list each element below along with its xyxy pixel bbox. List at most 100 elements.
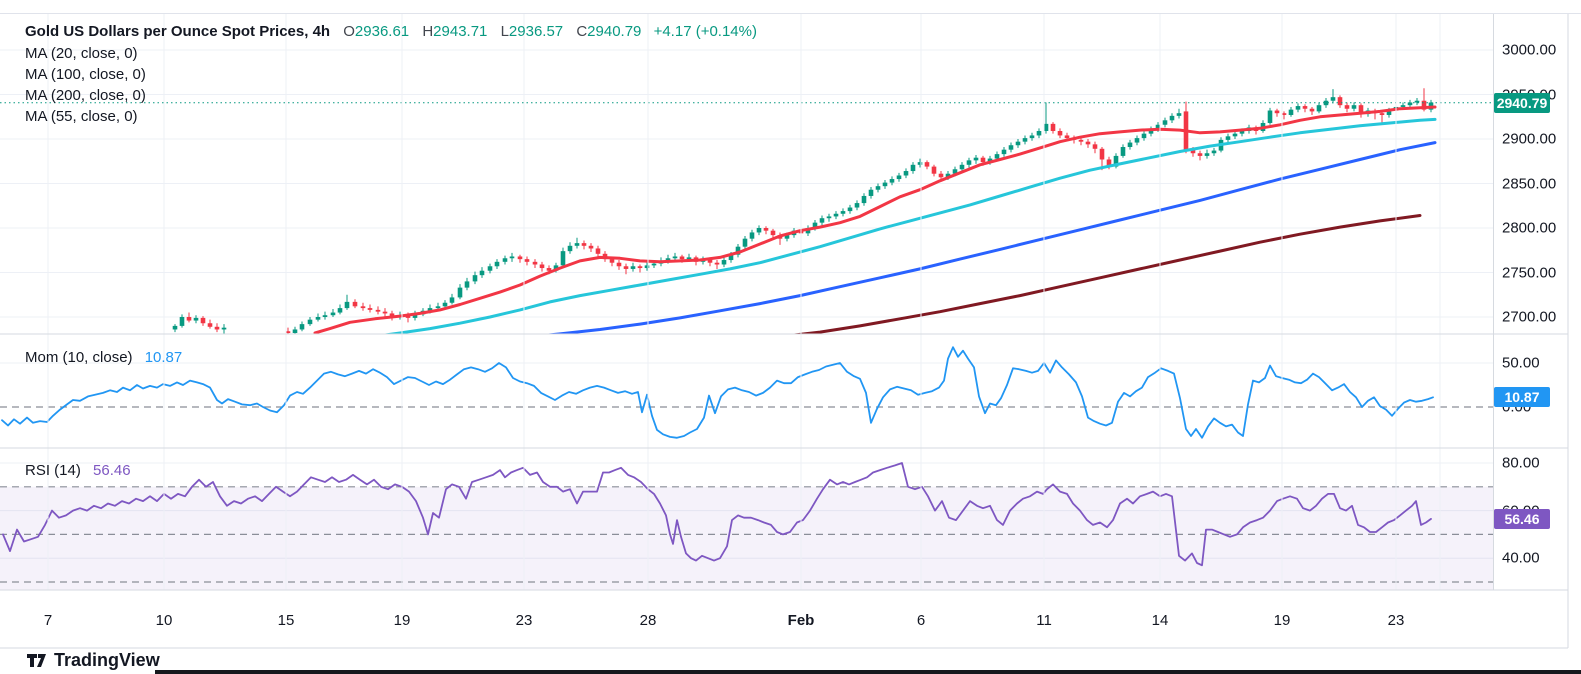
candle — [546, 268, 552, 271]
time-axis-label: 23 — [515, 612, 533, 629]
candle — [588, 245, 594, 249]
candle — [917, 162, 923, 165]
candle — [847, 207, 853, 212]
time-axis-label: 15 — [277, 612, 295, 629]
mom-axis-label: 50.00 — [1502, 354, 1540, 372]
candle — [1106, 159, 1112, 167]
candle — [1197, 153, 1203, 156]
candle — [1267, 110, 1273, 123]
candle — [285, 331, 291, 334]
candle — [679, 256, 685, 260]
candle — [623, 266, 629, 269]
candle — [1162, 120, 1168, 125]
candle — [1407, 102, 1413, 106]
candle — [567, 245, 573, 252]
candle — [494, 261, 500, 267]
tradingview-logo[interactable]: TradingView — [26, 650, 160, 671]
symbol-legend[interactable]: Gold US Dollars per Ounce Spot Prices, 4… — [25, 23, 757, 40]
candle — [1421, 100, 1427, 110]
time-axis-label: 14 — [1151, 612, 1169, 629]
candle — [728, 254, 734, 261]
candle — [770, 230, 776, 236]
candle — [952, 169, 958, 174]
candle — [375, 309, 381, 312]
momentum-value-badge: 10.87 — [1494, 387, 1550, 408]
candle — [1008, 145, 1014, 150]
candle — [299, 324, 305, 330]
candle — [214, 326, 220, 330]
candle — [672, 256, 678, 259]
ma-100-legend[interactable]: MA (100, close, 0) — [25, 66, 146, 83]
candle — [875, 186, 881, 190]
ma-55-legend[interactable]: MA (55, close, 0) — [25, 108, 138, 125]
time-axis-label: 19 — [393, 612, 411, 629]
candle — [945, 173, 951, 178]
candle — [457, 287, 463, 298]
candle — [1302, 106, 1308, 109]
rsi-label: RSI (14) — [25, 462, 81, 479]
candle — [382, 311, 388, 314]
candle — [464, 281, 470, 288]
candle — [172, 325, 178, 330]
candle — [1043, 123, 1049, 131]
candle — [1232, 133, 1238, 137]
change-value: +4.17 (+0.14%) — [653, 23, 757, 40]
candle — [1001, 149, 1007, 155]
candle — [1015, 141, 1021, 146]
candle — [487, 266, 493, 271]
candle — [931, 166, 937, 174]
candle — [1400, 105, 1406, 107]
candle — [560, 251, 566, 266]
candle — [574, 243, 580, 246]
candle — [938, 173, 944, 178]
candle — [1204, 153, 1210, 156]
candle — [812, 222, 818, 228]
time-axis-label: Feb — [787, 612, 815, 629]
candle — [435, 306, 441, 309]
candle — [307, 319, 313, 325]
candle — [609, 259, 615, 263]
momentum-legend[interactable]: Mom (10, close) 10.87 — [25, 349, 182, 366]
candle — [360, 306, 366, 309]
ma-20-legend[interactable]: MA (20, close, 0) — [25, 45, 138, 62]
candle — [840, 211, 846, 214]
candle — [889, 179, 895, 183]
momentum-panel — [0, 346, 1493, 439]
candle — [472, 275, 478, 282]
candle — [987, 158, 993, 163]
tradingview-logo-text: TradingView — [54, 650, 160, 670]
candle — [1281, 113, 1287, 115]
candle — [1085, 141, 1091, 145]
time-axis-label: 28 — [639, 612, 657, 629]
candle — [1036, 130, 1042, 136]
low-value: 2936.57 — [508, 23, 564, 40]
close-value: 2940.79 — [587, 23, 642, 40]
candle — [1309, 108, 1315, 112]
candle — [1127, 142, 1133, 148]
bottom-edge-bar — [155, 670, 1581, 674]
candle — [539, 264, 545, 269]
ma-200-legend[interactable]: MA (200, close, 0) — [25, 87, 146, 104]
close-label: C — [576, 23, 588, 40]
ma-line-ma20 — [313, 105, 1437, 334]
rsi-legend[interactable]: RSI (14) 56.46 — [25, 462, 131, 479]
candle — [749, 232, 755, 239]
candle — [966, 160, 972, 165]
candle — [910, 164, 916, 172]
candle — [1323, 100, 1329, 106]
candle — [1148, 129, 1154, 134]
candle — [707, 259, 713, 263]
ma-line-ma200 — [789, 214, 1422, 334]
candle — [1029, 135, 1035, 139]
candle — [1113, 155, 1119, 167]
candle — [630, 266, 636, 269]
candle — [1337, 97, 1343, 106]
candle — [427, 308, 433, 311]
candle — [1064, 135, 1070, 139]
candle — [1078, 139, 1084, 142]
candle — [924, 162, 930, 167]
price-axis-label: 2850.00 — [1502, 175, 1557, 192]
candle — [1316, 105, 1322, 112]
candle — [1274, 110, 1280, 114]
